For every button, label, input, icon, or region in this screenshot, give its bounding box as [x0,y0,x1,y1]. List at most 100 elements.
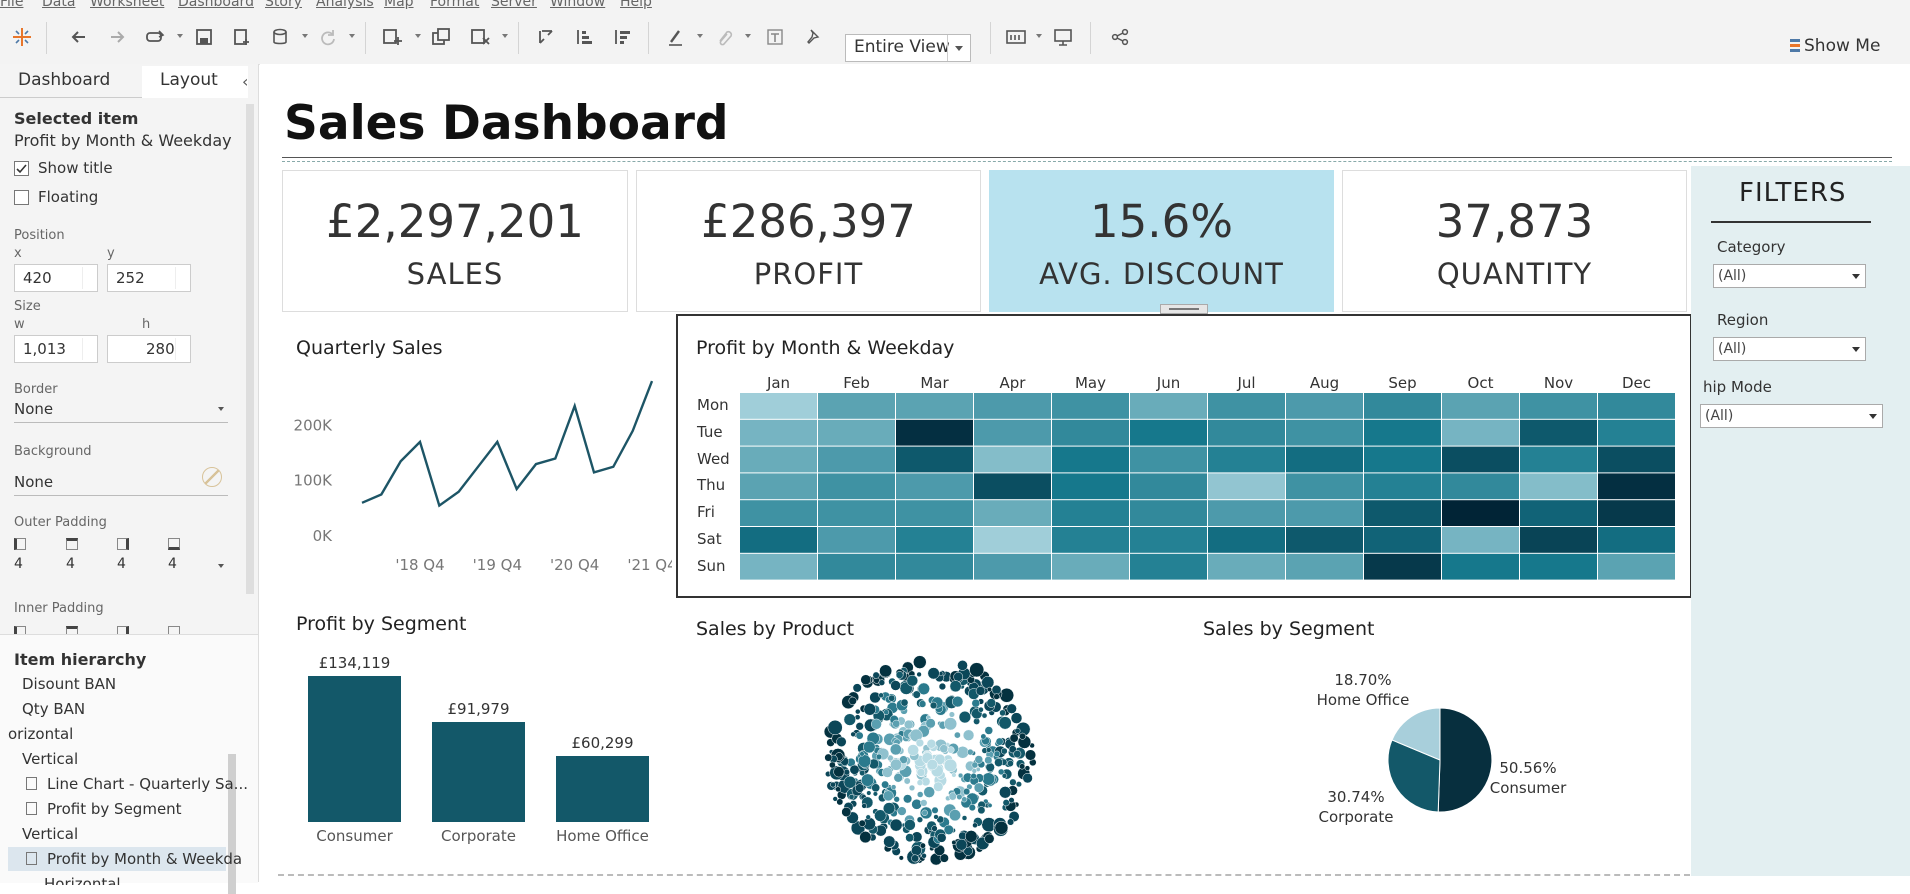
product-bubble[interactable] [878,692,884,699]
y-position-input[interactable]: 252 [107,264,191,292]
heatmap-cell[interactable] [1286,500,1363,526]
heatmap-cell[interactable] [740,393,817,419]
padding-top-value[interactable]: 4 [66,556,75,572]
heatmap-cell[interactable] [1598,553,1675,580]
hierarchy-item[interactable]: Line Chart - Quarterly Sa... [26,775,248,793]
product-bubble[interactable] [921,809,928,816]
heatmap-cell[interactable] [818,553,895,580]
background-select[interactable]: None [14,473,54,491]
product-bubble[interactable] [926,759,938,771]
product-bubble[interactable] [849,764,860,775]
tab-layout[interactable]: Layout [142,66,248,98]
product-bubble[interactable] [934,753,946,765]
product-bubble[interactable] [971,768,977,774]
product-bubble[interactable] [1013,750,1022,758]
product-bubble[interactable] [824,753,833,762]
pie-slice[interactable] [1391,707,1441,761]
product-bubble[interactable] [971,761,979,769]
line-point[interactable] [398,458,404,464]
product-bubble[interactable] [998,716,1012,730]
product-bubble[interactable] [897,806,907,816]
heatmap-cell[interactable] [1364,553,1441,580]
product-bubble[interactable] [949,809,961,822]
product-bubble[interactable] [833,766,845,778]
line-point[interactable] [456,489,462,495]
inner-padding-right-icon[interactable] [117,626,129,634]
kpi-quantity[interactable]: 37,873 QUANTITY [1342,170,1687,312]
heatmap-cell[interactable] [1130,419,1207,446]
padding-bottom-value[interactable]: 4 [168,556,177,572]
padding-left-icon[interactable] [14,538,26,550]
pie-slice[interactable] [1387,739,1441,813]
line-point[interactable] [417,439,423,445]
product-bubble[interactable] [951,772,957,778]
menu-worksheet[interactable]: Worksheet [90,0,165,10]
x-position-input[interactable]: 420 [14,264,98,292]
product-bubble[interactable] [871,783,881,793]
heatmap-cell[interactable] [818,393,895,419]
heatmap-cell[interactable] [1364,527,1441,553]
product-bubble[interactable] [890,784,897,790]
product-bubble[interactable] [925,718,936,729]
product-bubble[interactable] [962,729,975,741]
product-bubble[interactable] [964,830,978,843]
product-bubble[interactable] [857,754,872,768]
heatmap-cell[interactable] [740,473,817,500]
product-bubble[interactable] [958,710,972,724]
product-bubble[interactable] [1006,703,1017,714]
product-bubble[interactable] [911,854,920,863]
product-bubble[interactable] [929,701,938,710]
heatmap-cell[interactable] [1520,553,1597,580]
show-title-checkbox[interactable] [14,161,29,176]
product-bubble[interactable] [860,674,872,686]
data-source-icon[interactable] [268,24,294,50]
product-bubble[interactable] [1001,773,1008,779]
product-bubble[interactable] [905,833,915,843]
product-bubble[interactable] [916,768,926,777]
fix-axes-icon[interactable] [800,24,826,50]
heatmap-cell[interactable] [974,393,1051,419]
width-input[interactable]: 1,013 [14,335,98,363]
chevron-down-icon[interactable] [302,34,308,38]
product-bubble[interactable] [855,731,864,740]
product-bubble[interactable] [931,825,938,832]
product-bubble[interactable] [915,738,925,748]
hierarchy-item[interactable]: orizontal [8,725,74,743]
product-bubble[interactable] [843,775,857,789]
heatmap-cell[interactable] [1130,393,1207,419]
product-bubble[interactable] [892,719,901,728]
product-bubble[interactable] [872,791,878,797]
heatmap-cell[interactable] [1364,446,1441,473]
hierarchy-item[interactable]: Horizontal [44,875,121,885]
heatmap-cell[interactable] [1520,527,1597,553]
product-bubble[interactable] [1009,778,1017,786]
product-bubble[interactable] [947,746,955,754]
product-bubble[interactable] [861,803,867,809]
heatmap-cell[interactable] [1286,527,1363,553]
segment-bar[interactable] [432,721,525,822]
product-bubble[interactable] [1022,772,1033,784]
heatmap-cell[interactable] [1598,419,1675,446]
product-bubble[interactable] [968,804,976,812]
heatmap-cell[interactable] [1208,500,1285,526]
product-bubble[interactable] [939,853,949,863]
replay-icon[interactable] [142,24,168,50]
product-bubble[interactable] [1010,712,1023,724]
heatmap-cell[interactable] [1364,473,1441,500]
chevron-down-icon[interactable] [218,564,224,568]
heatmap-cell[interactable] [974,419,1051,446]
product-bubble[interactable] [900,698,909,707]
product-bubble[interactable] [984,833,995,844]
product-bubble[interactable] [994,758,1004,767]
product-bubble[interactable] [836,736,847,747]
hierarchy-item[interactable]: Profit by Segment [26,800,182,818]
product-bubble[interactable] [863,703,877,716]
product-bubble[interactable] [1007,760,1014,767]
product-bubble[interactable] [951,695,964,708]
menu-format[interactable]: Format [430,0,480,10]
product-bubble[interactable] [1002,799,1010,807]
chevron-down-icon[interactable] [349,34,355,38]
group-members-icon[interactable] [711,24,737,50]
product-bubble[interactable] [855,708,861,715]
heatmap-cell[interactable] [1208,473,1285,500]
